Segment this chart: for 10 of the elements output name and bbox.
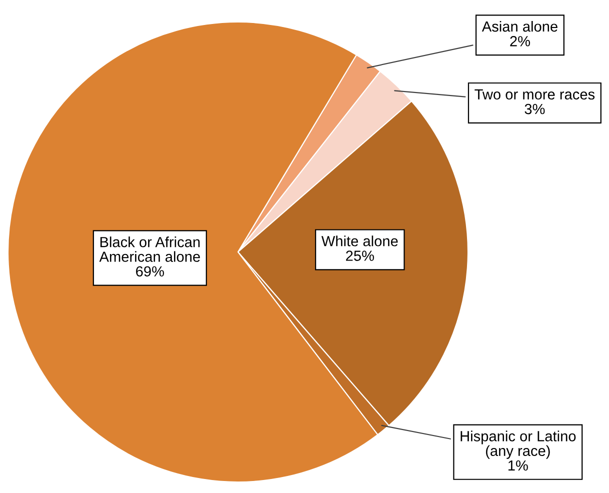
slice-label: Asian alone (482, 20, 558, 32)
slice-label: Hispanic or Latino (any race) (460, 430, 576, 459)
data-label: 1% (508, 460, 528, 471)
data-label: 69% (136, 266, 164, 277)
data-label: 2% (510, 36, 530, 46)
slice-label: White alone (321, 236, 398, 246)
data-label: 3% (524, 104, 545, 114)
slice-label: Two or more races (474, 89, 595, 100)
slice-label: Black or African American alone (99, 236, 200, 262)
data-label: 25% (346, 250, 374, 261)
